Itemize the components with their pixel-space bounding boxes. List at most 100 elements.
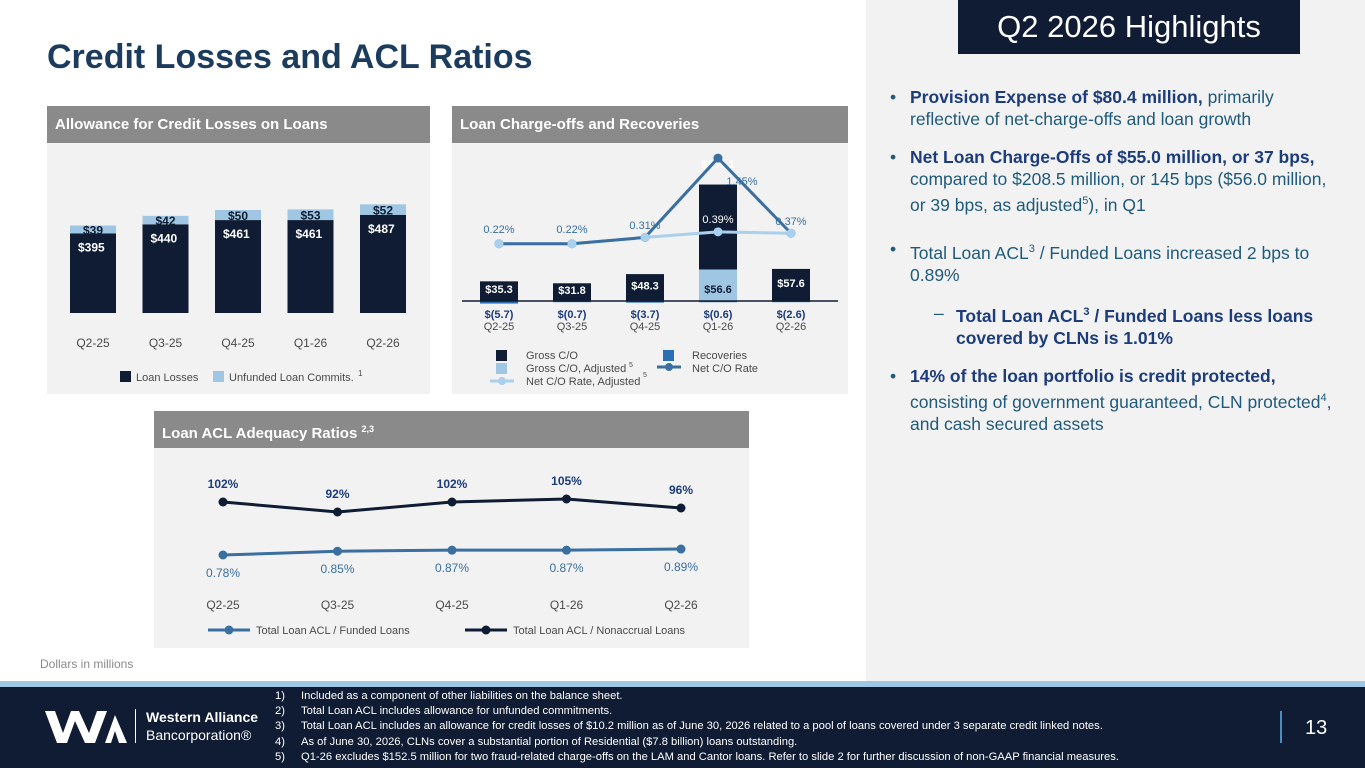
acl-panel: $395 $39 Q2-25 $440 $42 Q3-25 $461 $50 Q4-25 $461…	[47, 106, 430, 394]
bar-label-unfunded: $42	[155, 214, 175, 228]
point-acl-funded	[218, 550, 228, 560]
bar-gross-co	[772, 268, 810, 301]
recovery-label: $(5.7)	[485, 309, 514, 321]
x-tick-label: Q3-25	[557, 321, 588, 333]
footnote-number: 4)	[275, 735, 285, 748]
bar-label-loan-losses: $461	[223, 227, 250, 241]
legend-sup: 5	[629, 362, 633, 369]
adequacy-chart: 102% 0.78% Q2-25 92% 0.85% Q3-25 102% 0.87% Q4-2…	[206, 474, 698, 637]
data-label-nonaccrual: 102%	[437, 477, 468, 491]
company-logo-icon	[45, 711, 127, 743]
bar-loan-losses	[215, 220, 261, 313]
bar-unfunded-commits	[360, 204, 406, 215]
footnote: 5) Q1-26 excludes $152.5 million for two …	[275, 750, 1119, 765]
logo-divider	[135, 709, 136, 743]
recovery-label: $(2.6)	[777, 309, 806, 321]
legend-label-rate: Net C/O Rate	[692, 363, 758, 375]
page-title: Credit Losses and ACL Ratios	[47, 38, 533, 76]
bullet-clns-end: / Funded Loans less loans covered by CLN…	[956, 306, 1314, 349]
adequacy-panel-title: Loan ACL Adequacy Ratios 2,3	[154, 411, 749, 448]
bullet-clns-bold: Total Loan ACL	[956, 306, 1084, 327]
data-label-funded: 0.87%	[435, 561, 469, 575]
bullet-nco-bold: Net Loan Charge-Offs of $55.0 million, o…	[910, 147, 1315, 167]
point-net-co-rate	[713, 153, 723, 163]
point-acl-nonaccrual	[333, 507, 342, 517]
rate-label-peak: 1.45%	[726, 176, 757, 188]
bar-loan-losses	[70, 233, 116, 313]
bullet-dot: •	[890, 147, 897, 167]
rate-label: 0.31%	[629, 220, 660, 232]
bullet-dot: •	[890, 238, 897, 259]
data-label-nonaccrual: 96%	[669, 483, 693, 497]
x-tick-label: Q4-25	[630, 321, 661, 333]
acl-chart: $395 $39 Q2-25 $440 $42 Q3-25 $461 $50 Q4-25 $461…	[70, 204, 406, 384]
bar-label-loan-losses: $461	[296, 227, 323, 241]
dash: –	[934, 302, 944, 323]
legend-label-unfunded: Unfunded Loan Commits.	[229, 372, 354, 384]
data-label-funded: 0.85%	[320, 562, 354, 576]
bullet-nco-end: ), in Q1	[1088, 194, 1146, 215]
point-net-co-rate-adjusted	[494, 239, 504, 249]
bar-label-unfunded: $39	[83, 223, 103, 237]
bar-unfunded-commits	[142, 215, 189, 225]
recovery-label: $(3.7)	[631, 309, 660, 321]
point-net-co-rate-adjusted	[713, 227, 723, 237]
rate-label: 0.37%	[775, 216, 806, 228]
footnote: 1) Included as a component of other liabi…	[275, 689, 1119, 704]
page-number: 13	[1305, 717, 1328, 739]
legend-swatch-loan-losses	[120, 371, 131, 382]
bar-recoveries	[480, 301, 518, 304]
point-net-co-rate-adjusted	[567, 239, 577, 249]
data-label-funded: 0.87%	[549, 561, 583, 575]
legend-label-gross-co-adjusted: Gross C/O, Adjusted	[526, 363, 626, 375]
chargeoffs-chart: $35.3 $(5.7)Q2-25 $31.8 $(0.7)Q3-25 $48.3 $(3…	[462, 153, 838, 388]
x-tick-label: Q2-26	[776, 321, 807, 333]
company-sub: Bancorporation®	[146, 727, 252, 743]
point-acl-funded	[447, 545, 457, 555]
bar-label-loan-losses: $487	[368, 222, 395, 236]
footnote-text: Q1-26 excludes $152.5 million for two fr…	[301, 750, 1119, 763]
bar-label-loan-losses: $440	[151, 231, 178, 245]
legend-sup: 1	[358, 369, 363, 378]
bullet-acl-text: Total Loan ACL	[910, 242, 1029, 263]
legend-sup: 5	[643, 372, 647, 379]
unit-note: Dollars in millions	[40, 657, 134, 671]
footnote-text: Total Loan ACL includes allowance for un…	[301, 705, 613, 718]
bullet-provision-bold: Provision Expense of $80.4 million,	[910, 87, 1203, 107]
data-label-nonaccrual: 105%	[551, 474, 582, 488]
footnote: 4) As of June 30, 2026, CLNs cover a subs…	[275, 735, 1119, 750]
bar-loan-losses	[287, 220, 334, 313]
point-acl-nonaccrual	[562, 494, 571, 504]
highlights-bullets: • Provision Expense of $80.4 million, pr…	[890, 86, 1340, 451]
bar-unfunded-commits	[215, 209, 261, 221]
bullet-acl-funded: • Total Loan ACL3 / Funded Loans increas…	[890, 238, 1340, 286]
bar-label-loan-losses: $395	[78, 240, 105, 254]
footnote-text: As of June 30, 2026, CLNs cover a substa…	[301, 735, 798, 748]
data-label-nonaccrual: 102%	[208, 477, 239, 491]
acl-panel-title: Allowance for Credit Losses on Loans	[47, 106, 430, 143]
legend-label-rate-adjusted: Net C/O Rate, Adjusted	[526, 376, 640, 388]
point-acl-nonaccrual	[447, 497, 457, 507]
bar-unfunded-commits	[287, 209, 334, 221]
adequacy-panel: 102% 0.78% Q2-25 92% 0.85% Q3-25 102% 0.87% Q4-2…	[154, 411, 749, 648]
bar-gross-co	[553, 283, 591, 301]
bar-gross-co-adjusted	[699, 269, 737, 301]
legend-label-nonaccrual: Total Loan ACL / Nonaccrual Loans	[513, 625, 686, 637]
x-tick-label: Q2-26	[664, 598, 698, 612]
adequacy-title-sup: 2,3	[361, 424, 374, 434]
x-tick-label: Q1-26	[294, 336, 328, 350]
footnote-text: Total Loan ACL includes an allowance for…	[301, 720, 1103, 733]
bullet-protected-bold: 14% of the loan portfolio is credit prot…	[910, 366, 1276, 387]
x-tick-label: Q2-25	[76, 336, 110, 350]
legend-point-funded	[224, 625, 234, 635]
bar-label-unfunded: $52	[373, 204, 393, 218]
chargeoffs-panel: $35.3 $(5.7) Q2-25 $31.8 $(0.7) Q3-25 $48.3 $(3…	[452, 106, 848, 394]
x-tick-label: Q1-26	[550, 598, 584, 612]
bullet-provision: • Provision Expense of $80.4 million, pr…	[890, 86, 1340, 130]
bar-label-unfunded: $50	[228, 209, 248, 223]
bullet-acl-less-clns: – Total Loan ACL3 / Funded Loans less lo…	[890, 302, 1340, 350]
legend-swatch-gross-co-adjusted	[496, 363, 507, 374]
data-label-funded: 0.78%	[206, 566, 240, 580]
bar-label-unfunded: $53	[300, 209, 320, 223]
x-tick-label: Q3-25	[321, 598, 355, 612]
